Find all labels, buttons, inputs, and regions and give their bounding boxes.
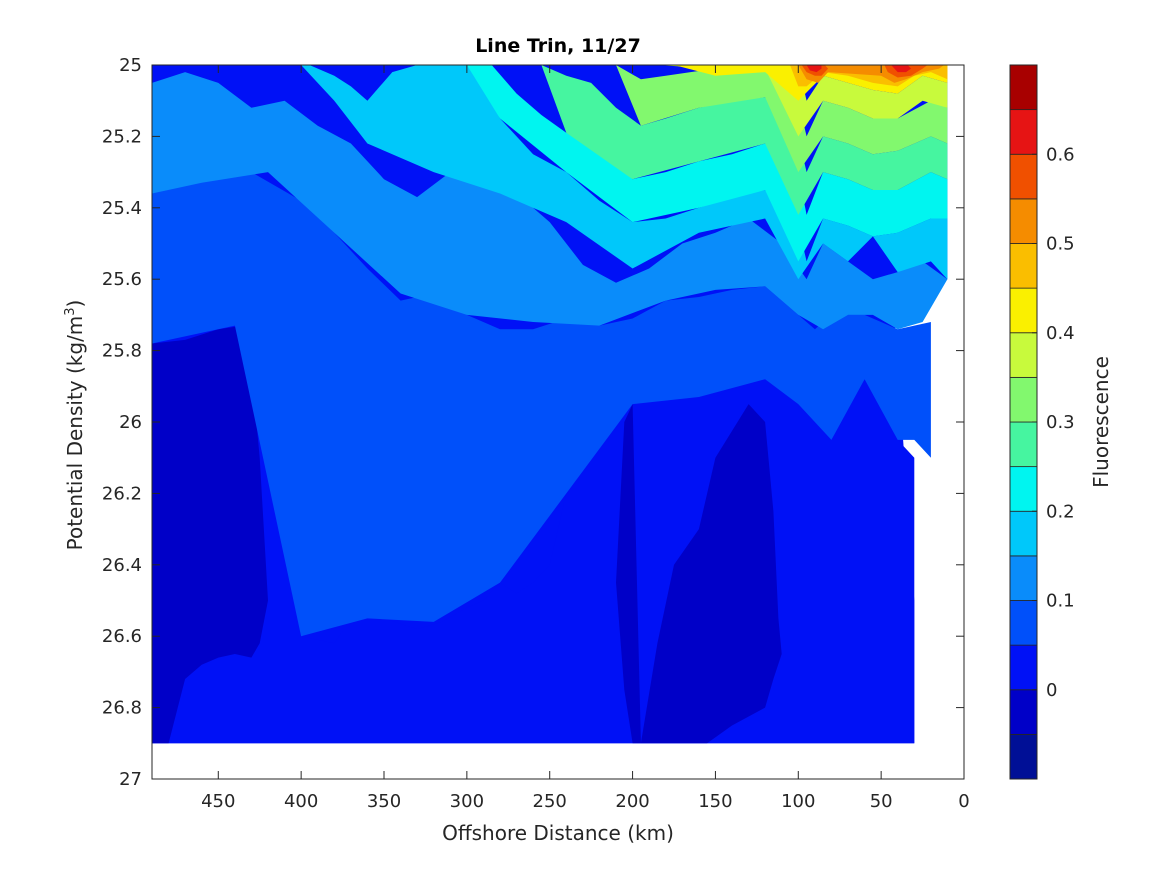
colorbar (1009, 64, 1038, 780)
y-tick-label: 25.6 (102, 269, 142, 290)
contour-region-7 (541, 65, 948, 215)
x-tick-label: 450 (201, 791, 235, 812)
y-tick-label: 26.6 (102, 626, 142, 647)
colorbar-tick-label: 0.2 (1046, 501, 1075, 522)
colorbar-segment (1009, 153, 1038, 200)
colorbar-segment (1009, 64, 1038, 111)
colorbar-tick-label: 0 (1046, 680, 1057, 701)
colorbar-segment (1009, 510, 1038, 557)
contour-region-8 (616, 65, 948, 173)
contour-region-16 (891, 65, 911, 73)
colorbar-tick-label: 0.4 (1046, 323, 1075, 344)
y-tick-label: 25 (119, 55, 142, 76)
y-tick-label: 27 (119, 769, 142, 790)
y-axis: 25 25.2 25.4 25.6 25.8 26 26.2 26.4 26.6 26.8 27 (102, 55, 964, 790)
colorbar-segment (1009, 600, 1038, 646)
y-tick-label: 25.8 (102, 341, 142, 362)
colorbar-label: Fluorescence (1089, 356, 1113, 488)
x-tick-label: 0 (958, 791, 969, 812)
colorbar-segment (1009, 243, 1038, 289)
colorbar-segment (1009, 421, 1038, 468)
contour-region-15 (806, 65, 822, 73)
colorbar-tick-label: 0.5 (1046, 234, 1075, 255)
y-axis-label-close: ) (63, 300, 87, 308)
colorbar-segment (1009, 287, 1038, 334)
colorbar-tick-label: 0.6 (1046, 144, 1075, 165)
colorbar-segment (1009, 198, 1038, 244)
y-axis-label: Potential Density (kg/m3) (63, 300, 87, 551)
colorbar-axis: 0 0.1 0.2 0.3 0.4 0.5 0.6 (1032, 144, 1075, 701)
colorbar-tick-label: 0.3 (1046, 412, 1075, 433)
chart-title: Line Trin, 11/27 (475, 35, 641, 57)
contour-region-2 (616, 404, 782, 744)
y-axis-label-main: Potential Density (kg/m (63, 316, 87, 551)
x-tick-label: 50 (870, 791, 893, 812)
x-tick-label: 200 (615, 791, 649, 812)
y-tick-label: 26.8 (102, 698, 142, 719)
contour-fill-layer (152, 65, 948, 744)
x-tick-label: 250 (533, 791, 567, 812)
colorbar-segment (1009, 332, 1038, 378)
colorbar-segment (1009, 733, 1038, 780)
y-tick-label: 26 (119, 412, 142, 433)
x-tick-label: 300 (450, 791, 484, 812)
colorbar-segment (1009, 109, 1038, 155)
x-axis-label: Offshore Distance (km) (442, 821, 674, 845)
contour-region-1 (152, 325, 268, 744)
y-axis-label-superscript: 3 (63, 307, 78, 315)
y-tick-label: 26.4 (102, 555, 142, 576)
contour-region-6 (466, 65, 948, 262)
x-axis: 450 400 350 300 250 200 150 100 50 0 (201, 65, 970, 812)
x-tick-label: 150 (698, 791, 732, 812)
y-tick-label: 25.4 (102, 198, 142, 219)
colorbar-segment (1009, 376, 1038, 423)
contour-region-9 (657, 65, 948, 137)
y-tick-label: 26.2 (102, 483, 142, 504)
y-tick-label: 25.2 (102, 126, 142, 147)
colorbar-tick-label: 0.1 (1046, 591, 1075, 612)
colorbar-segment (1009, 555, 1038, 601)
x-tick-label: 400 (284, 791, 318, 812)
x-tick-label: 350 (367, 791, 401, 812)
contour-region-4 (152, 72, 948, 330)
colorbar-segment (1009, 689, 1038, 735)
colorbar-segment (1009, 466, 1038, 512)
contour-region-3 (152, 172, 931, 637)
x-tick-label: 100 (781, 791, 815, 812)
colorbar-segment (1009, 644, 1038, 691)
